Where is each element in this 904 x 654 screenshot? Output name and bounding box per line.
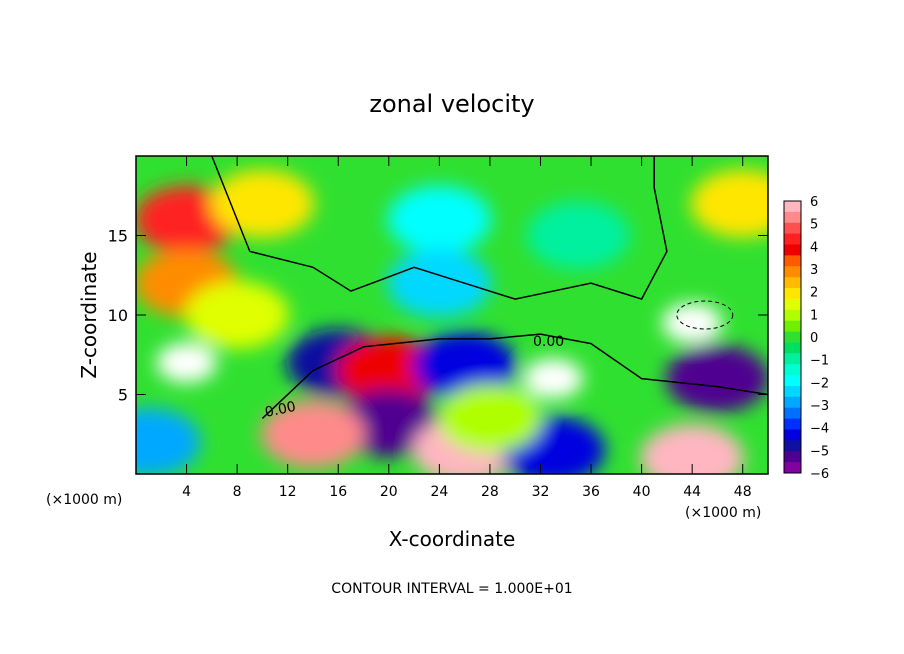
x-unit-left: (×1000 m) <box>46 492 122 508</box>
colorbar-swatch-21 <box>784 429 801 441</box>
zero-contour-lines <box>211 156 768 419</box>
colorbar-swatch-22 <box>784 440 801 452</box>
x-tick-label-32: 32 <box>532 484 550 500</box>
colorbar-swatch-11 <box>784 320 801 333</box>
colorbar-swatch-9 <box>784 298 801 311</box>
contour-label-upper: 0.00 <box>533 334 564 350</box>
colorbar-swatch-24 <box>784 462 801 474</box>
colorbar-swatch-10 <box>784 309 801 322</box>
x-tick-label-20: 20 <box>380 484 398 500</box>
x-tick-label-8: 8 <box>233 484 242 500</box>
field-cell-13 <box>412 331 517 400</box>
x-tick-label-40: 40 <box>633 484 651 500</box>
y-tick-label-10: 10 <box>108 306 128 325</box>
colorbar-tick-label-4: 2 <box>810 286 818 301</box>
field-cell-18 <box>640 424 745 474</box>
colorbar-tick-label-8: −2 <box>810 376 829 391</box>
field-cell-12 <box>260 400 365 469</box>
y-axis-label: Z-coordinate <box>77 251 101 378</box>
colorbar-tick-label-11: −5 <box>810 444 829 459</box>
field-cell-15 <box>523 358 584 399</box>
colorbar-tick-label-0: 6 <box>810 195 818 210</box>
colorbar-tick-label-10: −4 <box>810 422 829 437</box>
field-cell-17 <box>662 302 723 343</box>
contour-interval-footer: CONTOUR INTERVAL = 1.000E+01 <box>331 581 572 597</box>
colorbar-swatch-17 <box>784 385 801 398</box>
colorbar-frame <box>783 200 802 474</box>
colorbar-swatch-5 <box>784 255 801 267</box>
negative-contour-ring <box>676 300 734 330</box>
zero-contour-1 <box>261 333 768 419</box>
colorbar-swatch-19 <box>784 407 801 420</box>
y-axis-ticks: 5 10 15 <box>108 227 768 405</box>
colorbar-swatch-4 <box>784 244 801 256</box>
colorbar-tick-label-9: −3 <box>810 399 829 414</box>
colorbar-swatch-23 <box>784 451 801 463</box>
field-cell-5 <box>526 201 631 270</box>
colorbar-swatch-16 <box>784 375 801 387</box>
x-tick-label-16: 16 <box>329 484 347 500</box>
chart-title: zonal velocity <box>369 90 534 118</box>
x-unit-right: (×1000 m) <box>685 505 761 521</box>
x-tick-label-36: 36 <box>582 484 600 500</box>
colorbar-ticks: 6 5 4 3 2 1 0 −1 −2 −3 −4 −5 −6 <box>810 195 829 482</box>
field-cell-20 <box>437 384 542 453</box>
x-tick-label-4: 4 <box>182 484 191 500</box>
field-cell-6 <box>690 169 768 238</box>
colorbar-tick-label-7: −1 <box>810 354 829 369</box>
x-tick-label-48: 48 <box>734 484 752 500</box>
x-tick-label-28: 28 <box>481 484 499 500</box>
field-cell-4 <box>387 249 492 318</box>
velocity-field <box>136 156 768 474</box>
colorbar-tick-label-2: 4 <box>810 240 818 255</box>
colorbar-tick-label-1: 5 <box>810 218 818 233</box>
colorbar-swatch-7 <box>784 277 801 289</box>
x-tick-label-24: 24 <box>430 484 448 500</box>
colorbar <box>784 201 801 474</box>
field-cell-8 <box>156 342 217 383</box>
colorbar-swatch-14 <box>784 353 801 365</box>
contour-label-lower: 0.00 <box>264 399 298 421</box>
colorbar-swatch-13 <box>784 342 801 354</box>
x-axis-ticks: 4 8 12 16 20 24 28 32 36 40 44 48 <box>182 156 752 500</box>
colorbar-swatch-2 <box>784 222 801 235</box>
field-cell-21 <box>185 281 290 349</box>
colorbar-swatch-6 <box>784 266 801 278</box>
field-cell-2 <box>210 169 315 238</box>
field-cell-19 <box>665 344 768 413</box>
x-axis-label: X-coordinate <box>389 527 516 551</box>
field-blobs <box>136 169 768 474</box>
x-tick-label-44: 44 <box>683 484 701 500</box>
colorbar-swatch-15 <box>784 364 801 376</box>
colorbar-tick-label-12: −6 <box>810 467 829 482</box>
colorbar-swatch-3 <box>784 233 801 246</box>
colorbar-tick-label-6: 0 <box>810 331 818 346</box>
field-cell-3 <box>387 185 492 254</box>
colorbar-swatch-8 <box>784 288 801 300</box>
colorbar-swatch-1 <box>784 211 801 224</box>
colorbar-swatch-0 <box>784 201 801 213</box>
y-tick-label-5: 5 <box>118 386 128 405</box>
colorbar-swatch-18 <box>784 396 801 409</box>
y-tick-label-15: 15 <box>108 227 128 246</box>
x-tick-label-12: 12 <box>279 484 297 500</box>
colorbar-tick-label-3: 3 <box>810 263 818 278</box>
field-cell-9 <box>136 408 201 474</box>
colorbar-swatch-20 <box>784 418 801 430</box>
zero-contour-0 <box>211 156 668 301</box>
colorbar-swatch-12 <box>784 331 801 343</box>
field-cell-10 <box>336 336 441 405</box>
colorbar-tick-label-5: 1 <box>810 308 818 323</box>
